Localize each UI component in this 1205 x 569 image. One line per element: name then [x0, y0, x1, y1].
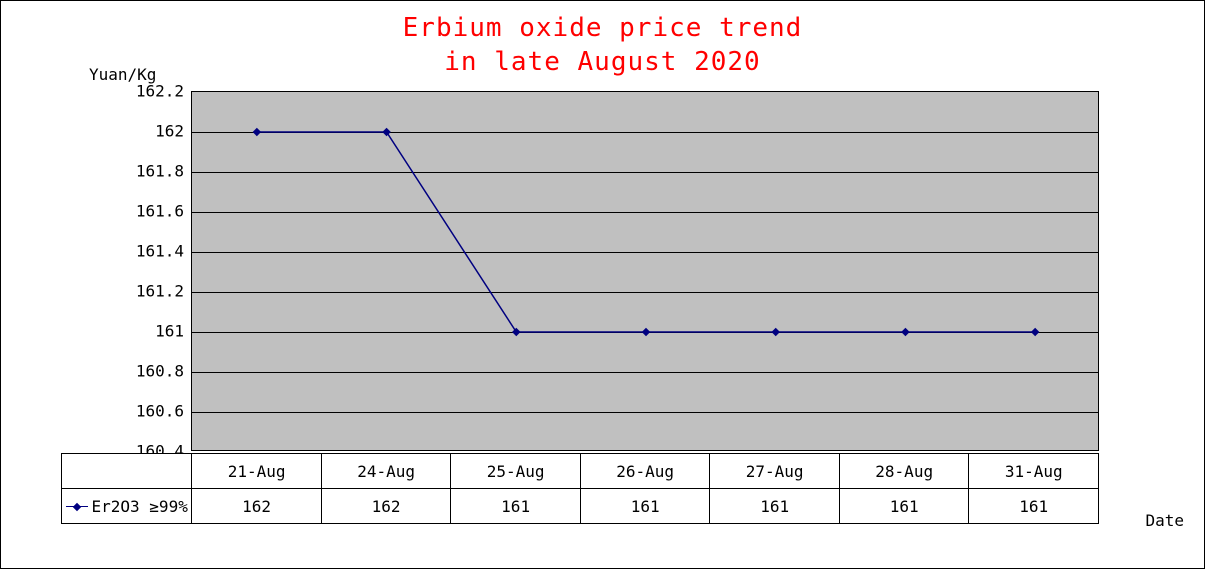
y-tick-label: 160.6	[124, 402, 184, 421]
value-cell: 161	[710, 489, 840, 524]
title-line-2: in late August 2020	[444, 47, 760, 77]
legend-marker-icon	[72, 502, 80, 510]
y-tick-label: 161.2	[124, 282, 184, 301]
legend-line-icon	[66, 506, 88, 507]
y-tick-label: 162.2	[124, 82, 184, 101]
data-marker	[1031, 328, 1039, 336]
y-tick-label: 161	[124, 322, 184, 341]
value-cell: 162	[321, 489, 451, 524]
data-marker	[512, 328, 520, 336]
data-marker	[901, 328, 909, 336]
chart-title: Erbium oxide price trend in late August …	[1, 11, 1204, 79]
data-table: 21-Aug24-Aug25-Aug26-Aug27-Aug28-Aug31-A…	[61, 453, 1099, 524]
value-cell: 161	[580, 489, 710, 524]
y-tick-label: 161.4	[124, 242, 184, 261]
data-marker	[642, 328, 650, 336]
table-row-values: Er2O3 ≥99% 162162161161161161161	[62, 489, 1099, 524]
category-cell: 21-Aug	[192, 454, 322, 489]
title-line-1: Erbium oxide price trend	[403, 13, 803, 43]
legend-cell: Er2O3 ≥99%	[62, 489, 192, 524]
category-cell: 24-Aug	[321, 454, 451, 489]
y-tick-label: 161.8	[124, 162, 184, 181]
table-row-categories: 21-Aug24-Aug25-Aug26-Aug27-Aug28-Aug31-A…	[62, 454, 1099, 489]
y-tick-label: 161.6	[124, 202, 184, 221]
category-cell: 31-Aug	[969, 454, 1099, 489]
category-cell: 26-Aug	[580, 454, 710, 489]
data-marker	[253, 128, 261, 136]
value-cell: 161	[839, 489, 969, 524]
value-cell: 161	[969, 489, 1099, 524]
value-cell: 161	[451, 489, 581, 524]
data-marker	[382, 128, 390, 136]
data-marker	[771, 328, 779, 336]
legend-empty-cell	[62, 454, 192, 489]
category-cell: 25-Aug	[451, 454, 581, 489]
chart-container: Erbium oxide price trend in late August …	[0, 0, 1205, 569]
series-label: Er2O3 ≥99%	[92, 497, 188, 516]
y-tick-label: 162	[124, 122, 184, 141]
category-cell: 28-Aug	[839, 454, 969, 489]
y-tick-label: 160.8	[124, 362, 184, 381]
x-axis-label: Date	[1145, 511, 1184, 530]
category-cell: 27-Aug	[710, 454, 840, 489]
value-cell: 162	[192, 489, 322, 524]
plot-area	[191, 91, 1099, 451]
data-line	[192, 92, 1098, 450]
